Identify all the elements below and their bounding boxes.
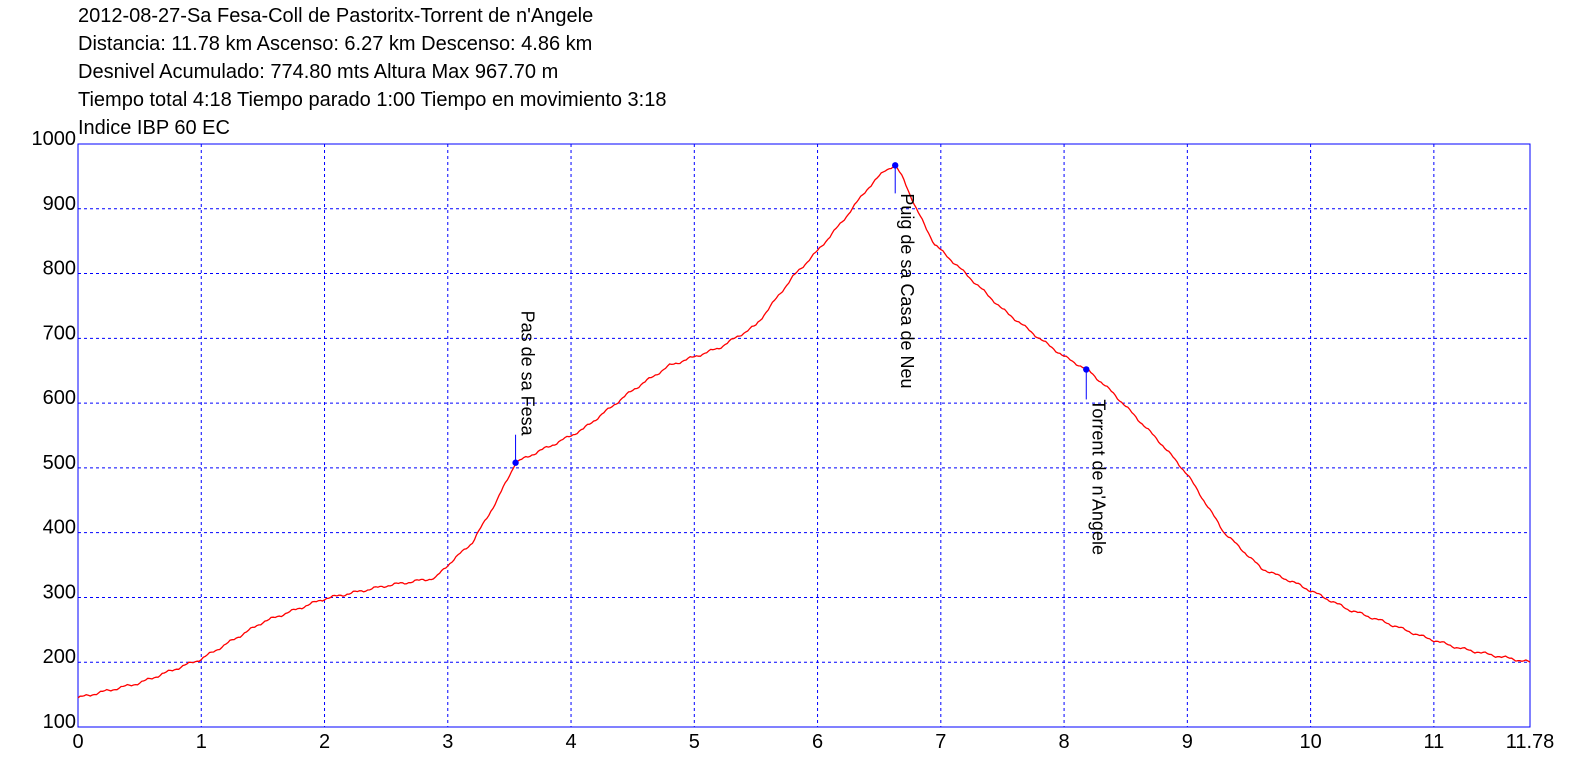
y-tick-label: 100 [43, 711, 76, 733]
y-tick-label: 200 [43, 646, 76, 668]
x-tick-label: 3 [442, 731, 453, 753]
x-tick-label: 8 [1059, 731, 1070, 753]
waypoint-label: Puig de sa Casa de Neu [897, 193, 917, 388]
x-tick-label: 10 [1299, 731, 1321, 753]
y-tick-label: 300 [43, 581, 76, 603]
x-tick-label: 2 [319, 731, 330, 753]
y-tick-label: 400 [43, 517, 76, 539]
y-tick-label: 700 [43, 322, 76, 344]
waypoint-label: Pas de sa Fesa [518, 311, 538, 437]
y-tick-label: 500 [43, 452, 76, 474]
time-summary: Tiempo total 4:18 Tiempo parado 1:00 Tie… [78, 89, 667, 111]
distance-summary: Distancia: 11.78 km Ascenso: 6.27 km Des… [78, 33, 593, 55]
plot-frame [77, 143, 1531, 728]
x-tick-label: 4 [565, 731, 576, 753]
waypoint-label: Torrent de n'Angele [1088, 399, 1108, 555]
x-tick-label: 7 [935, 731, 946, 753]
x-tick-label: 1 [196, 731, 207, 753]
waypoint-marker [512, 459, 519, 466]
chart-title: 2012-08-27-Sa Fesa-Coll de Pastoritx-Tor… [78, 5, 594, 27]
x-tick-label: 5 [689, 731, 700, 753]
y-tick-label: 800 [43, 258, 76, 280]
waypoint-marker [892, 162, 899, 169]
y-tick-label: 600 [43, 387, 76, 409]
ibp-index: Indice IBP 60 EC [78, 117, 230, 139]
y-tick-label: 900 [43, 193, 76, 215]
x-tick-label: 6 [812, 731, 823, 753]
x-tick-label: 9 [1182, 731, 1193, 753]
x-tick-label: 0 [72, 731, 83, 753]
elevation-summary: Desnivel Acumulado: 774.80 mts Altura Ma… [78, 61, 559, 83]
waypoint-marker [1083, 366, 1090, 373]
x-tick-label: 11.78 [1506, 731, 1555, 753]
x-tick-label: 11 [1423, 731, 1444, 753]
elevation-line [77, 163, 1531, 699]
y-tick-label: 1000 [32, 128, 77, 150]
